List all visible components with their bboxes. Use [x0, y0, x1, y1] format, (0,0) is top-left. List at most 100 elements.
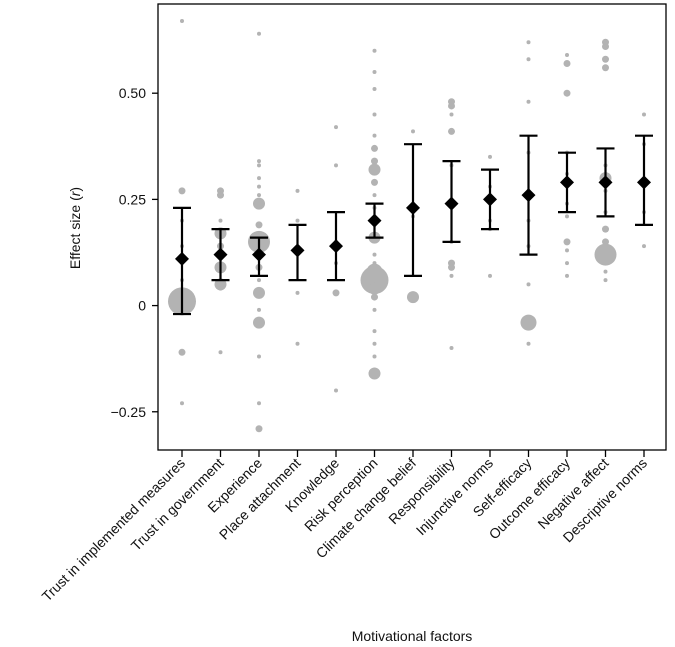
study-effect-point [360, 266, 389, 295]
y-tick-label: 0.25 [119, 191, 146, 207]
study-effect-point [372, 307, 377, 312]
study-effect-point [372, 69, 377, 74]
study-effect-point [255, 425, 263, 433]
study-effect-point [563, 238, 571, 246]
summary-estimate-marker [329, 239, 343, 254]
study-effect-point [448, 263, 455, 271]
study-effect-point [526, 99, 531, 104]
summary-estimates-layer [173, 134, 653, 316]
summary-estimate-marker [252, 247, 266, 262]
study-effect-point [526, 282, 531, 287]
study-effect-point [602, 42, 609, 50]
study-effect-point [332, 289, 340, 297]
study-effect-point [602, 55, 609, 63]
study-effect-point [368, 367, 381, 380]
study-effect-point [372, 341, 377, 346]
study-effect-point [180, 401, 184, 406]
study-effect-point [214, 278, 227, 291]
study-effect-point [407, 291, 419, 304]
study-effect-point [565, 52, 569, 57]
study-effect-point [372, 112, 377, 117]
study-effect-point [257, 401, 261, 406]
summary-estimate-marker [406, 200, 420, 215]
summary-estimate-marker [637, 175, 651, 190]
x-axis-title: Motivational factors [352, 628, 473, 644]
study-effect-point [594, 243, 617, 266]
study-effect-point [449, 273, 454, 278]
study-effect-point [411, 129, 415, 134]
study-effect-point [642, 244, 646, 249]
study-effect-point [372, 133, 377, 138]
study-effect-point [368, 163, 381, 176]
study-effect-point [218, 286, 223, 291]
study-effect-point [257, 307, 261, 312]
study-effect-point [371, 293, 378, 301]
study-effect-point [253, 316, 265, 329]
y-tick-label: 0 [138, 298, 146, 314]
study-effect-point [602, 225, 609, 233]
study-effect-point [488, 154, 492, 159]
summary-estimate-marker [560, 175, 574, 190]
plot-frame [157, 3, 667, 451]
study-effect-point [295, 341, 300, 346]
y-tick-label: 0.50 [119, 85, 146, 101]
study-effect-point [448, 127, 455, 135]
y-axis: −0.25 0 0.25 0.50 [111, 85, 158, 420]
study-effect-point [563, 89, 571, 97]
study-effect-point [257, 354, 261, 359]
study-effect-point [295, 188, 300, 193]
study-effect-point [334, 125, 338, 130]
y-axis-title: Effect size (r) [67, 187, 83, 269]
study-effect-point [178, 348, 186, 356]
study-effect-point [526, 57, 531, 62]
study-effects-layer [168, 18, 646, 433]
study-effect-point [253, 286, 265, 299]
study-effect-point [565, 248, 569, 253]
study-effect-point [295, 218, 300, 223]
study-effect-point [257, 193, 261, 198]
study-effect-point [372, 86, 377, 91]
study-effect-point [180, 18, 184, 23]
study-effect-point [257, 163, 261, 168]
summary-estimate-marker [367, 213, 382, 228]
study-effect-point [448, 102, 455, 110]
study-effect-point [642, 112, 646, 117]
study-effect-point [526, 341, 531, 346]
study-effect-point [257, 184, 261, 189]
study-effect-point [372, 354, 377, 359]
study-effect-point [371, 144, 378, 152]
summary-estimate-marker [598, 175, 613, 190]
study-effect-point [371, 178, 378, 186]
summary-estimate-marker [290, 243, 305, 258]
y-tick-label: −0.25 [111, 404, 147, 420]
study-effect-point [520, 314, 537, 331]
study-effect-point [217, 191, 224, 199]
study-effect-point [253, 197, 265, 210]
study-effect-point [603, 278, 608, 283]
summary-estimate-marker [444, 196, 459, 211]
study-effect-point [602, 238, 609, 246]
study-effect-point [371, 157, 378, 165]
study-effect-point [218, 350, 223, 355]
study-effect-point [372, 329, 377, 334]
study-effect-point [334, 163, 338, 168]
study-effect-point [602, 64, 609, 72]
study-effect-point [563, 59, 571, 67]
study-effect-point [295, 290, 300, 295]
study-effect-point [488, 273, 492, 278]
study-effect-point [565, 214, 569, 219]
study-effect-point [257, 176, 261, 181]
study-effect-point [257, 31, 261, 36]
study-effect-point [334, 388, 338, 393]
summary-estimate-marker [175, 251, 189, 266]
summary-estimate-marker [521, 188, 536, 203]
study-effect-point [257, 278, 261, 283]
study-effect-point [218, 218, 223, 223]
study-effect-point [449, 112, 454, 117]
study-effect-point [372, 252, 377, 257]
study-effect-point [449, 346, 454, 351]
study-effect-point [565, 261, 569, 266]
summary-estimate-marker [483, 192, 497, 207]
